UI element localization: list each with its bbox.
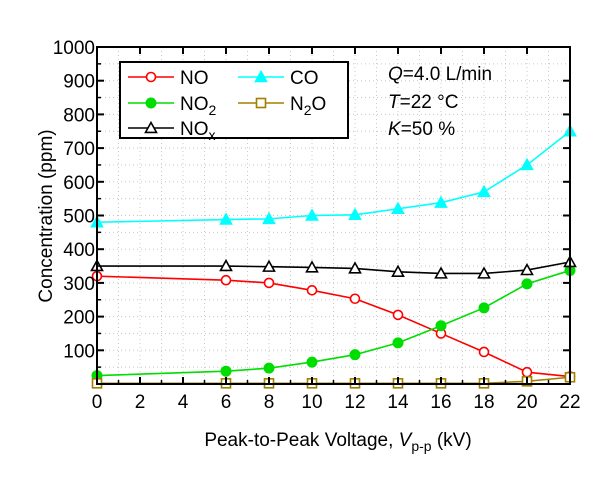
data-point-no [220,274,232,286]
series-line-no [96,275,571,378]
data-point-co [219,212,233,225]
legend-label-no: NO [180,68,209,89]
data-point-no [263,277,275,289]
data-point-nox [434,266,448,279]
data-point-co [391,201,405,214]
data-point-co [262,211,276,225]
y-tick-label: 400 [63,240,95,261]
data-point-nox [391,264,405,277]
series-line-nox [97,261,571,275]
data-point-co [477,184,491,198]
data-point-no [349,293,361,305]
data-point-co [348,207,362,221]
x-axis-title-main: Peak-to-Peak Voltage, [204,430,398,451]
legend-label-co: CO [290,68,319,89]
condition-k: K=50 % [388,119,455,140]
data-point-no2 [392,337,404,349]
x-tick-label: 2 [135,392,146,413]
data-point-no2 [306,356,318,368]
x-tick-label: 12 [344,392,365,413]
x-tick-label: 0 [92,392,103,413]
y-tick-label: 800 [63,105,95,126]
x-tick-label: 6 [221,392,232,413]
data-point-nox [262,259,276,272]
x-tick-label: 20 [516,392,537,413]
data-point-no2 [521,278,533,290]
data-point-co [520,157,534,171]
x-tick-label: 10 [301,392,322,413]
y-tick-label: 100 [63,341,95,362]
data-point-nox [305,260,319,273]
data-point-nox [348,261,362,274]
data-point-no2 [435,320,447,332]
x-axis-title-var: V [399,430,414,451]
data-point-nox [219,258,233,272]
y-axis-title: Concentration (ppm) [36,129,57,302]
legend-marker-no [145,71,157,83]
series-line-co [96,130,571,224]
x-tick-label: 14 [387,392,409,413]
y-tick-label: 200 [63,308,95,329]
legend-marker-co [254,69,268,83]
data-point-no2 [349,349,361,361]
data-point-no2 [478,302,490,314]
data-point-no2 [263,362,275,374]
axis-ticks [96,46,571,385]
y-tick-label: 300 [63,274,95,295]
data-point-co [305,208,319,221]
y-tick-label: 900 [63,72,95,93]
y-tick-label: 700 [63,139,95,160]
data-point-no [521,366,533,378]
x-tick-label: 18 [473,392,494,413]
data-point-nox [477,266,491,279]
x-tick-label: 22 [559,392,580,413]
data-point-nox [520,262,534,276]
data-point-no [392,309,404,321]
x-axis-title: Peak-to-Peak Voltage, Vp-p (kV) [204,430,471,454]
condition-t: T=22 °C [388,92,458,113]
legend-marker-no2 [145,97,157,109]
data-point-no2 [220,365,232,377]
x-tick-label: 8 [264,392,275,413]
legend-label-no2: NO2 [180,94,217,118]
series-lines [96,130,571,385]
data-point-co [434,195,448,208]
tick-labels: 0 2 4 6 8 10 12 14 16 18 20 22 100 200 300 400 500 600 700… [53,38,581,413]
y-tick-label: 1000 [53,38,95,59]
legend-label-n2o: N2O [290,94,326,118]
y-tick-label: 500 [63,207,95,228]
y-tick-label: 600 [63,173,95,194]
legend-box [119,61,349,139]
legend-label-nox: NOx [180,119,216,143]
condition-q: Q=4.0 L/min [388,64,492,85]
conditions: Q=4.0 L/min T=22 °C K=50 % [388,64,492,140]
legend-marker-n2o [255,97,267,109]
data-point-no [306,285,318,296]
x-axis-title-unit: (kV) [432,430,472,451]
x-tick-label: 16 [430,392,451,413]
legend-marker-nox [144,120,158,134]
x-axis-title-sub: p-p [411,438,431,454]
data-point-no [478,346,490,358]
x-tick-label: 4 [178,392,189,413]
series-line-no2 [96,269,571,377]
